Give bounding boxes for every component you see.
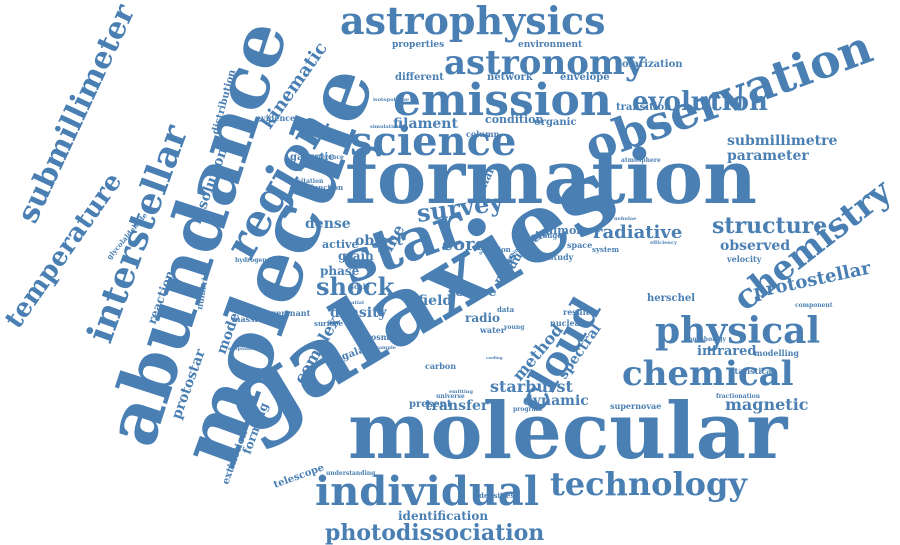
word-result: result bbox=[563, 307, 590, 317]
word-filament: filament bbox=[393, 116, 458, 132]
word-hydrogen: hydrogen bbox=[235, 257, 267, 264]
word-properties: properties bbox=[392, 40, 444, 50]
word-parameter: parameter bbox=[727, 148, 809, 164]
word-polarization: polarization bbox=[615, 59, 683, 70]
word-massive: massive bbox=[232, 314, 267, 324]
word-range: range bbox=[539, 231, 562, 240]
word-source: source bbox=[448, 285, 496, 300]
word-morphology: morphology bbox=[686, 336, 727, 343]
word-supernovae: supernovae bbox=[610, 401, 661, 411]
word-sample: sample bbox=[376, 345, 396, 351]
word-spatial: spatial bbox=[345, 300, 364, 306]
word-submillimeter: submillimeter bbox=[11, 0, 143, 228]
word-herschel: herschel bbox=[647, 293, 695, 304]
word-grain: grain bbox=[338, 249, 374, 263]
word-evolution: evolution bbox=[632, 87, 768, 117]
word-identification: identification bbox=[398, 509, 488, 523]
word-cosmic: cosmic bbox=[366, 332, 397, 342]
word-chemical: chemical bbox=[622, 354, 794, 394]
word-science: science bbox=[350, 118, 516, 165]
word-infrared: infrared bbox=[697, 344, 756, 359]
word-data: data bbox=[497, 305, 515, 314]
word-efficiency: efficiency bbox=[650, 240, 678, 246]
word-component: component bbox=[795, 302, 833, 309]
word-surface: surface bbox=[314, 319, 344, 328]
word-orion: orion bbox=[490, 245, 511, 254]
word-cooling: cooling bbox=[486, 355, 503, 360]
word-core: core bbox=[442, 234, 486, 255]
word-atmosphere: atmosphere bbox=[621, 157, 661, 164]
word-exoplanets: exoplanets bbox=[228, 346, 258, 352]
word-almon: almon bbox=[546, 224, 584, 237]
word-organic: organic bbox=[534, 117, 577, 128]
word-submillimetre: submillimetre bbox=[727, 133, 838, 149]
word-young: young bbox=[503, 324, 525, 331]
word-physical: physical bbox=[655, 310, 820, 352]
word-densities: densities bbox=[479, 491, 514, 500]
word-carbon: carbon bbox=[425, 361, 456, 371]
word-inference: inference bbox=[312, 154, 344, 161]
word-phase: phase bbox=[320, 264, 360, 278]
word-starburst: starburst bbox=[490, 377, 573, 396]
word-evidence: evidence bbox=[256, 113, 295, 123]
word-shock: shock bbox=[316, 272, 396, 301]
word-radiative: radiative bbox=[593, 222, 682, 243]
word-excitation: excitation bbox=[290, 178, 324, 185]
word-envelope: envelope bbox=[560, 72, 610, 83]
word-environment: environment bbox=[518, 40, 583, 50]
word-technology: technology bbox=[550, 465, 748, 503]
word-fractionation: fractionation bbox=[716, 393, 761, 400]
word-molecular: molecular bbox=[348, 386, 788, 477]
word-condition: condition bbox=[485, 113, 544, 126]
word-object: object bbox=[355, 233, 404, 249]
word-function: function bbox=[310, 183, 343, 192]
word-velocity: velocity bbox=[726, 254, 762, 264]
word-astrophysics: astrophysics bbox=[340, 0, 606, 43]
word-space: space bbox=[567, 240, 592, 250]
word-active: active bbox=[322, 238, 358, 251]
word-formation: formation bbox=[345, 135, 757, 221]
word-statistical: statistical bbox=[730, 366, 774, 376]
word-population: population bbox=[235, 338, 259, 343]
word-modelling: modelling bbox=[754, 348, 799, 358]
word-understanding: understanding bbox=[326, 470, 376, 477]
word-water: water bbox=[479, 325, 506, 335]
word-nebulae: nebulae bbox=[614, 216, 636, 222]
word-photodissociation: photodissociation bbox=[325, 520, 544, 545]
word-field: field bbox=[418, 293, 452, 309]
word-dynamic: dynamic bbox=[523, 393, 589, 409]
word-study: study bbox=[549, 252, 574, 262]
word-nuclear: nuclear bbox=[550, 318, 585, 328]
word-individual: individual bbox=[315, 468, 539, 515]
word-remnant: remnant bbox=[272, 308, 311, 318]
word-compact: compact bbox=[282, 238, 311, 245]
word-observed: observed bbox=[720, 238, 790, 254]
word-system: system bbox=[592, 245, 620, 254]
word-astronomy: astronomy bbox=[444, 43, 646, 83]
word-emission: emission bbox=[393, 75, 612, 126]
word-isotopologue: isotopologue bbox=[373, 97, 409, 103]
word-simulation: simulation bbox=[370, 124, 400, 130]
word-program: program bbox=[513, 406, 543, 413]
word-emitting: emitting bbox=[449, 389, 474, 395]
word-column: column bbox=[466, 129, 500, 139]
word-density: density bbox=[330, 305, 388, 321]
word-magnetic: magnetic bbox=[725, 395, 809, 414]
word-present: present bbox=[409, 399, 452, 410]
word-transition: transition bbox=[616, 102, 672, 113]
word-dense: dense bbox=[305, 216, 351, 232]
word-radio: radio bbox=[465, 311, 500, 325]
word-transfer: transfer bbox=[425, 398, 489, 414]
word-network: network bbox=[487, 72, 534, 83]
word-galactic: galactic bbox=[290, 152, 334, 163]
word-scale: scale bbox=[350, 282, 370, 291]
word-universe: universe bbox=[436, 393, 465, 400]
word-structure: structure bbox=[712, 213, 827, 239]
word-different: different bbox=[395, 72, 444, 83]
